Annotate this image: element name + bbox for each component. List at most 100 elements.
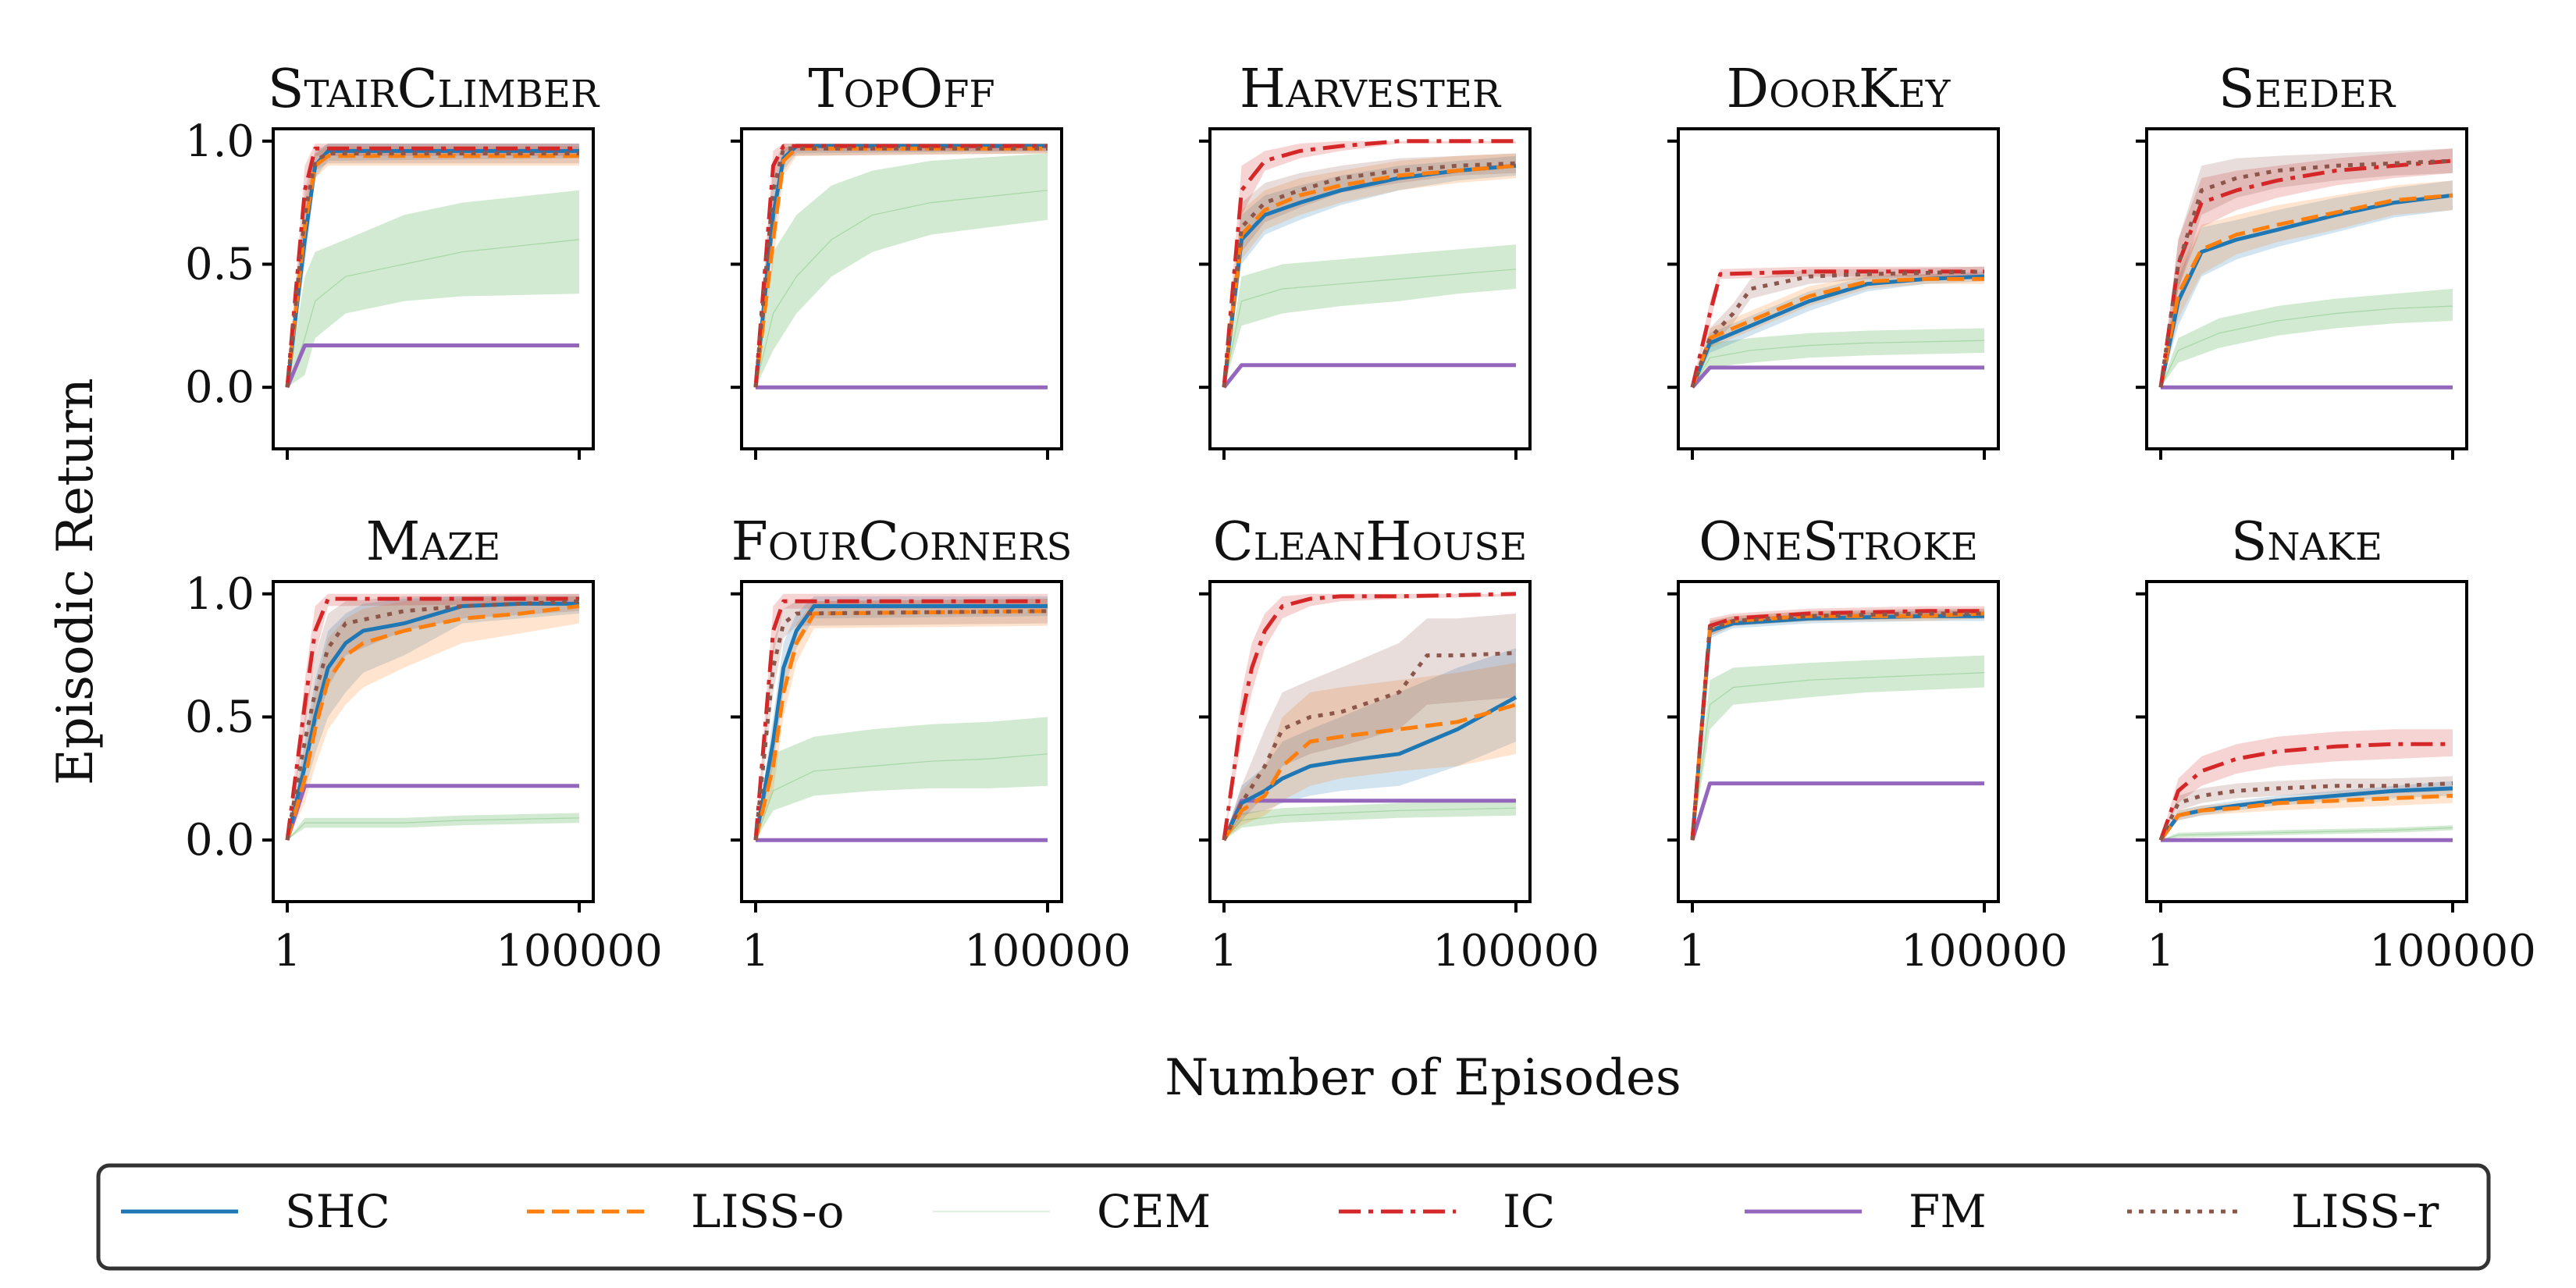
series-line-liss-r <box>285 599 580 841</box>
series-line-cem <box>2160 305 2453 388</box>
series-line-fm <box>285 784 579 841</box>
axes-frame <box>2145 127 2468 450</box>
series-line-liss-r <box>1222 161 1517 388</box>
panel-title: OneStroke <box>1699 511 1978 573</box>
band-cem <box>2161 289 2453 388</box>
band-ic <box>1224 141 1516 388</box>
panel-onestroke: 1 100000 OneStroke <box>1667 511 2068 977</box>
series-line-liss-r <box>1222 651 1517 841</box>
y-tick-label: 0.5 <box>185 239 254 290</box>
panel-doorkey: DoorKey <box>1667 59 2000 460</box>
axes-frame <box>1208 127 1532 450</box>
series-line-shc <box>1222 696 1517 841</box>
plot-area <box>285 593 580 841</box>
x-tick-label: 100000 <box>496 926 663 977</box>
panels-grid: 0.0 0.5 1.0 StairClimber TopOff Harvester Door… <box>185 59 2536 977</box>
band-liss-r <box>1224 614 1516 841</box>
series-line-shc <box>285 601 579 841</box>
panel-title: FourCorners <box>731 511 1073 573</box>
band-cem <box>2161 825 2453 841</box>
band-ic <box>2161 148 2453 388</box>
band-liss-o <box>1224 153 1516 388</box>
series-line-liss-r <box>753 609 1048 841</box>
panel-snake: 1 100000 Snake <box>2136 511 2536 977</box>
x-axis-label: Number of Episodes <box>1165 1049 1681 1107</box>
axes-frame <box>272 127 595 450</box>
band-shc <box>756 143 1048 388</box>
band-liss-o <box>1692 608 1984 841</box>
band-ic <box>287 593 579 841</box>
panel-cleanhouse: 1 100000 CleanHouse <box>1199 511 1599 977</box>
y-tick-label: 0.0 <box>185 362 254 413</box>
panel-title: TopOff <box>808 59 994 120</box>
series-line-fm <box>1691 365 1984 389</box>
series-line-ic <box>2158 742 2453 841</box>
panel-title: Maze <box>366 511 501 573</box>
x-tick-label: 100000 <box>1432 926 1599 977</box>
series-line-ic <box>2158 158 2453 388</box>
band-ic <box>1692 606 1984 841</box>
plot-area <box>1690 606 1985 841</box>
series-line-cem <box>1692 340 1985 388</box>
plot-area <box>2158 729 2453 842</box>
series-line-ic <box>285 146 579 388</box>
x-tick-label: 1 <box>1678 926 1706 977</box>
y-tick-label: 0.0 <box>185 815 254 866</box>
series-line-shc <box>1690 274 1985 389</box>
band-liss-o <box>756 599 1048 841</box>
series-line-shc <box>1690 614 1984 841</box>
legend-label-fm: FM <box>1909 1185 1987 1238</box>
x-tick-label: 1 <box>742 926 770 977</box>
panel-fourcorners: 1 100000 FourCorners <box>731 511 1131 977</box>
band-liss-r <box>1692 608 1984 841</box>
axes-frame <box>740 127 1063 450</box>
series-line-liss-r <box>2158 781 2453 841</box>
series-line-ic <box>1690 269 1984 388</box>
panel-maze: 0.0 0.5 1.0 1 100000 Maze <box>185 511 663 977</box>
band-shc <box>1692 271 1984 388</box>
band-shc <box>287 596 579 841</box>
band-shc <box>2161 180 2453 388</box>
x-tick-label: 100000 <box>1901 926 2068 977</box>
series-line-liss-o <box>753 609 1048 841</box>
band-shc <box>1692 610 1984 841</box>
x-tick-label: 1 <box>2147 926 2175 977</box>
band-liss-o <box>2161 180 2453 388</box>
series-line-cem <box>2160 827 2453 841</box>
plot-area <box>753 593 1048 842</box>
series-line-liss-o <box>2158 193 2453 388</box>
panel-stairclimber: 0.0 0.5 1.0 StairClimber <box>185 59 600 460</box>
legend-label-cem: CEM <box>1097 1185 1211 1238</box>
band-cem <box>1224 800 1516 841</box>
band-cem <box>1692 328 1984 388</box>
band-liss-o <box>756 143 1048 388</box>
legend-label-liss-r: LISS-r <box>2291 1185 2439 1238</box>
band-liss-o <box>1224 663 1516 841</box>
plot-area <box>1690 266 1985 389</box>
band-liss-o <box>1692 274 1984 388</box>
series-line-liss-o <box>1690 276 1984 389</box>
band-cem <box>756 153 1048 388</box>
series-line-cem <box>755 190 1048 388</box>
y-axis-label: Episodic Return <box>47 378 105 785</box>
panel-title: Seeder <box>2218 59 2396 120</box>
plot-area <box>753 143 1048 390</box>
band-shc <box>2161 781 2453 841</box>
axes-frame <box>2145 580 2468 903</box>
axes-frame <box>1208 580 1532 903</box>
series-line-ic <box>1690 609 1984 841</box>
series-line-cem <box>286 239 580 388</box>
legend-label-shc: SHC <box>285 1185 390 1238</box>
panel-topoff: TopOff <box>731 59 1063 460</box>
series-line-liss-o <box>1222 163 1517 388</box>
x-tick-label: 100000 <box>2369 926 2536 977</box>
axes-frame <box>272 580 595 903</box>
series-line-ic <box>285 596 579 841</box>
series-line-ic <box>753 599 1048 841</box>
plot-area <box>1222 139 1517 389</box>
series-line-liss-o <box>285 604 580 841</box>
band-cem <box>1224 244 1516 388</box>
band-shc <box>1224 648 1516 841</box>
x-tick-label: 1 <box>273 926 301 977</box>
series-line-ic <box>1222 139 1516 388</box>
